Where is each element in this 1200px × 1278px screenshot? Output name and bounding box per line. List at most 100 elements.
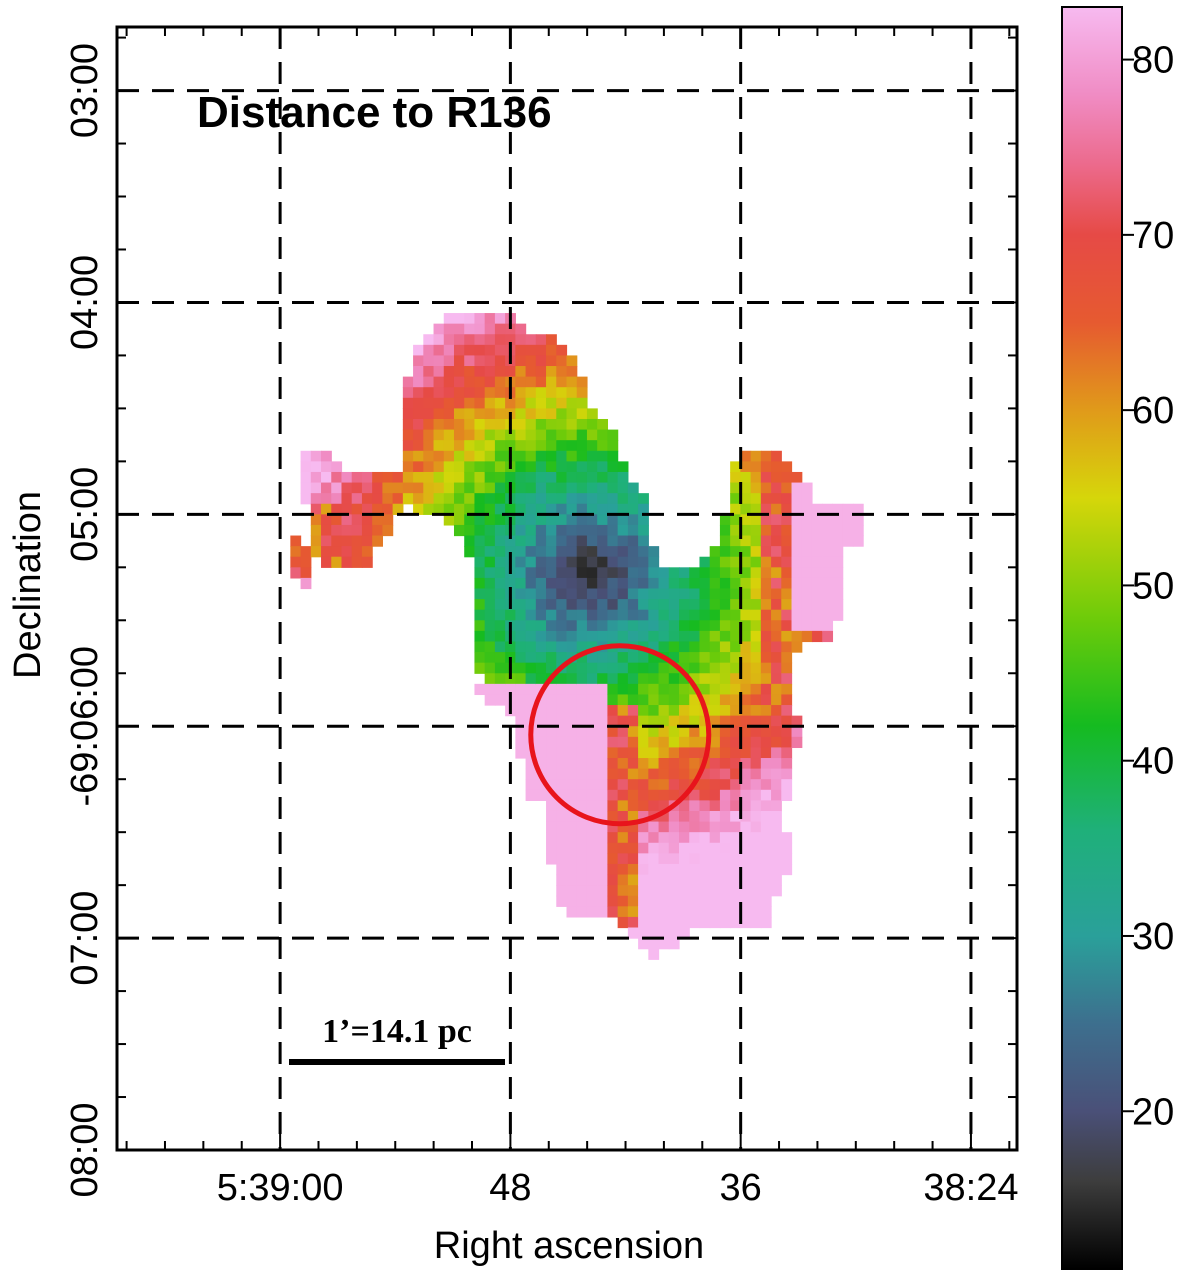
heatmap-cell bbox=[607, 630, 619, 643]
heatmap-cell bbox=[668, 789, 680, 801]
heatmap-cell bbox=[781, 705, 793, 717]
heatmap-cell bbox=[535, 366, 547, 378]
heatmap-cell bbox=[474, 313, 486, 325]
heatmap-cell bbox=[730, 609, 741, 621]
heatmap-cell bbox=[771, 863, 782, 876]
heatmap-cell bbox=[484, 313, 496, 325]
heatmap-cell bbox=[740, 641, 752, 653]
heatmap-cell bbox=[740, 482, 752, 494]
heatmap-cell bbox=[546, 503, 557, 515]
heatmap-cell bbox=[791, 736, 803, 749]
heatmap-cell bbox=[781, 652, 793, 664]
heatmap-cell bbox=[453, 524, 465, 537]
heatmap-cell bbox=[771, 503, 782, 515]
heatmap-cell bbox=[750, 524, 762, 537]
heatmap-cell bbox=[750, 450, 762, 462]
heatmap-cell bbox=[668, 853, 680, 865]
heatmap-cell bbox=[852, 514, 864, 526]
heatmap-cell bbox=[392, 471, 404, 484]
heatmap-cell bbox=[658, 789, 670, 801]
heatmap-cell bbox=[556, 556, 568, 568]
heatmap-cell bbox=[597, 493, 609, 505]
heatmap-cell bbox=[638, 493, 649, 505]
heatmap-cell bbox=[576, 397, 588, 409]
heatmap-cell bbox=[566, 471, 578, 484]
heatmap-cell bbox=[822, 556, 834, 568]
heatmap-cell bbox=[648, 694, 660, 706]
heatmap-cell bbox=[699, 768, 711, 780]
heatmap-cell bbox=[832, 514, 844, 526]
heatmap-cell bbox=[730, 715, 741, 727]
heatmap-cell bbox=[331, 514, 343, 526]
heatmap-cell bbox=[627, 535, 639, 547]
heatmap-cell bbox=[484, 514, 496, 526]
heatmap-cell bbox=[730, 758, 741, 770]
heatmap-cell bbox=[443, 397, 455, 409]
heatmap-cell bbox=[699, 885, 711, 897]
heatmap-cell bbox=[597, 673, 609, 685]
heatmap-cell bbox=[719, 662, 731, 674]
heatmap-cell bbox=[781, 546, 793, 558]
heatmap-cell bbox=[586, 821, 598, 833]
heatmap-cell bbox=[668, 620, 680, 632]
heatmap-cell bbox=[331, 493, 343, 505]
heatmap-cell bbox=[750, 641, 762, 653]
heatmap-cell bbox=[791, 524, 803, 537]
heatmap-cell bbox=[679, 715, 690, 727]
heatmap-cell bbox=[822, 609, 834, 621]
heatmap-cell bbox=[546, 810, 557, 823]
heatmap-cell bbox=[627, 800, 639, 812]
heatmap-cell bbox=[740, 810, 752, 823]
heatmap-cell bbox=[740, 503, 752, 515]
heatmap-cell bbox=[474, 630, 486, 643]
heatmap-cell bbox=[679, 620, 690, 632]
heatmap-cell bbox=[494, 503, 506, 515]
heatmap-cell bbox=[423, 471, 435, 484]
heatmap-cell bbox=[617, 503, 629, 515]
heatmap-cell bbox=[617, 620, 629, 632]
heatmap-cell bbox=[679, 641, 690, 653]
heatmap-cell bbox=[474, 334, 486, 346]
heatmap-cell bbox=[525, 482, 537, 494]
heatmap-cell bbox=[494, 482, 506, 494]
heatmap-cell bbox=[597, 546, 609, 558]
heatmap-cell bbox=[586, 599, 598, 611]
heatmap-cell bbox=[791, 535, 803, 547]
heatmap-cell bbox=[556, 461, 568, 473]
plot-frame bbox=[115, 25, 1019, 1152]
heatmap-cell bbox=[402, 376, 414, 388]
heatmap-cell bbox=[699, 609, 711, 621]
heatmap-cell bbox=[730, 482, 741, 494]
heatmap-cell bbox=[566, 355, 578, 367]
heatmap-cell bbox=[689, 609, 701, 621]
heatmap-cell bbox=[494, 344, 506, 357]
heatmap-cell bbox=[535, 789, 547, 801]
heatmap-cell bbox=[586, 630, 598, 643]
heatmap-cell bbox=[525, 567, 537, 579]
heatmap-cell bbox=[474, 366, 486, 378]
heatmap-cell bbox=[689, 662, 701, 674]
heatmap-cell bbox=[771, 567, 782, 579]
heatmap-cell bbox=[750, 726, 762, 738]
heatmap-cell bbox=[494, 408, 506, 420]
heatmap-cell bbox=[648, 715, 660, 727]
heatmap-cell bbox=[515, 323, 527, 335]
heatmap-cell bbox=[607, 567, 619, 579]
heatmap-cell bbox=[341, 535, 353, 547]
heatmap-cell bbox=[535, 662, 547, 674]
heatmap-cell bbox=[730, 662, 741, 674]
heatmap-cell bbox=[310, 450, 322, 462]
heatmap-cell bbox=[484, 588, 496, 600]
heatmap-cell bbox=[515, 567, 527, 579]
heatmap-cell bbox=[290, 546, 302, 558]
heatmap-cell bbox=[607, 652, 619, 664]
heatmap-cell bbox=[586, 779, 598, 791]
heatmap-cell bbox=[525, 694, 537, 706]
heatmap-cell bbox=[658, 609, 670, 621]
heatmap-cell bbox=[668, 747, 680, 759]
heatmap-cell bbox=[638, 694, 649, 706]
heatmap-cell bbox=[525, 705, 537, 717]
heatmap-cell bbox=[668, 885, 680, 897]
heatmap-cell bbox=[597, 588, 609, 600]
heatmap-cell bbox=[771, 853, 782, 865]
